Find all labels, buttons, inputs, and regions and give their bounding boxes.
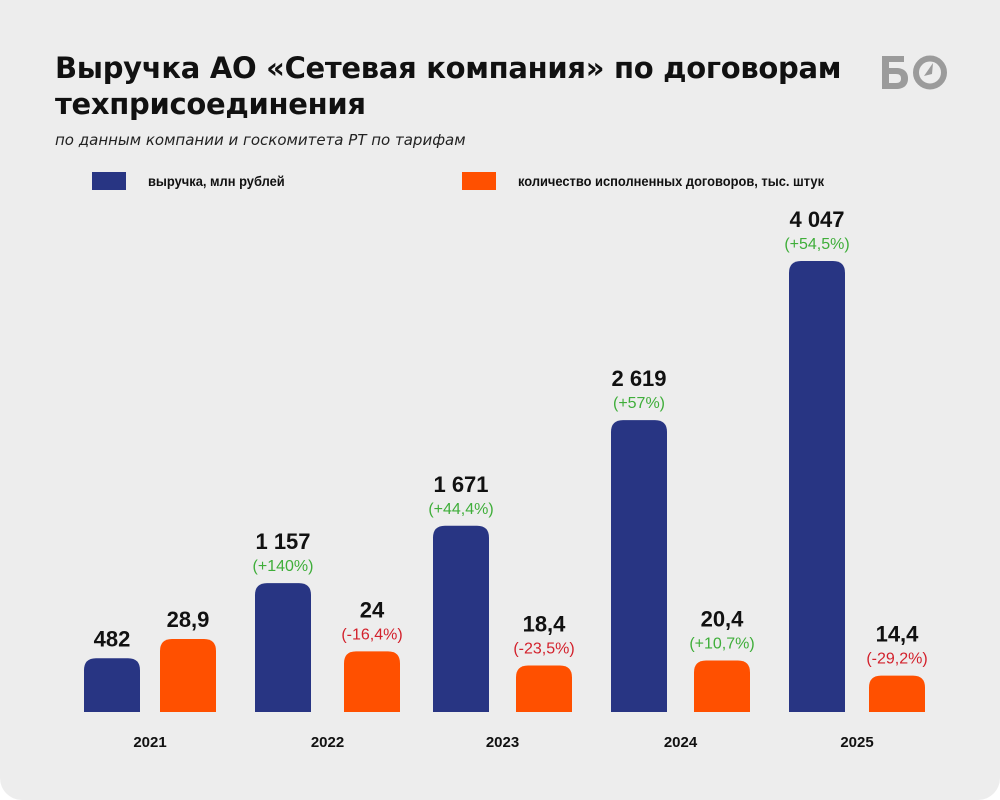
revenue-value-label-2023: 1 671	[433, 472, 488, 497]
revenue-bar-2024	[611, 420, 667, 712]
contracts-change-label-2023: (-23,5%)	[513, 641, 574, 658]
contracts-value-label-2025: 14,4	[876, 622, 920, 647]
year-label-2025: 2025	[840, 734, 873, 751]
legend-swatch-contracts	[462, 172, 496, 190]
chart-subtitle: по данным компании и госкомитета РТ по т…	[55, 131, 466, 149]
revenue-value-label-2024: 2 619	[611, 366, 666, 391]
revenue-change-label-2023: (+44,4%)	[428, 501, 493, 518]
contracts-bar-2023	[516, 665, 572, 712]
revenue-bar-2025	[789, 261, 845, 712]
revenue-bar-2022	[255, 583, 311, 712]
contracts-bar-2021	[160, 639, 216, 712]
revenue-bar-2021	[84, 658, 140, 712]
revenue-change-label-2022: (+140%)	[253, 558, 314, 575]
year-label-2021: 2021	[133, 734, 166, 751]
legend-label-revenue: выручка, млн рублей	[148, 173, 285, 189]
chart-title: Выручка АО «Сетевая компания» по договор…	[55, 51, 842, 121]
contracts-value-label-2021: 28,9	[167, 607, 210, 632]
revenue-value-label-2025: 4 047	[789, 207, 844, 232]
contracts-bar-2025	[869, 675, 925, 712]
legend-contracts: количество исполненных договоров, тыс. ш…	[462, 172, 851, 190]
clock-icon	[913, 55, 947, 90]
contracts-bar-2022	[344, 651, 400, 712]
revenue-change-label-2025: (+54,5%)	[784, 236, 849, 253]
legend-revenue: выручка, млн рублей	[92, 172, 297, 190]
year-label-2024: 2024	[664, 734, 698, 751]
contracts-change-label-2022: (-16,4%)	[341, 626, 402, 643]
revenue-change-label-2024: (+57%)	[613, 395, 665, 412]
revenue-value-label-2021: 482	[94, 626, 131, 651]
contracts-change-label-2025: (-29,2%)	[866, 651, 927, 668]
revenue-bar-2023	[433, 525, 489, 712]
year-label-2023: 2023	[486, 734, 519, 751]
bo-logo: БО	[882, 55, 947, 90]
revenue-value-label-2022: 1 157	[255, 529, 310, 554]
contracts-value-label-2022: 24	[360, 597, 385, 622]
logo-letter-b	[882, 56, 908, 89]
contracts-value-label-2024: 20,4	[701, 606, 745, 631]
legend-swatch-revenue	[92, 172, 126, 190]
contracts-change-label-2024: (+10,7%)	[689, 635, 754, 652]
contracts-bar-2024	[694, 660, 750, 712]
legend-label-contracts: количество исполненных договоров, тыс. ш…	[518, 173, 825, 189]
contracts-value-label-2023: 18,4	[523, 612, 567, 637]
clock-hand	[924, 63, 933, 76]
year-label-2022: 2022	[311, 734, 344, 751]
